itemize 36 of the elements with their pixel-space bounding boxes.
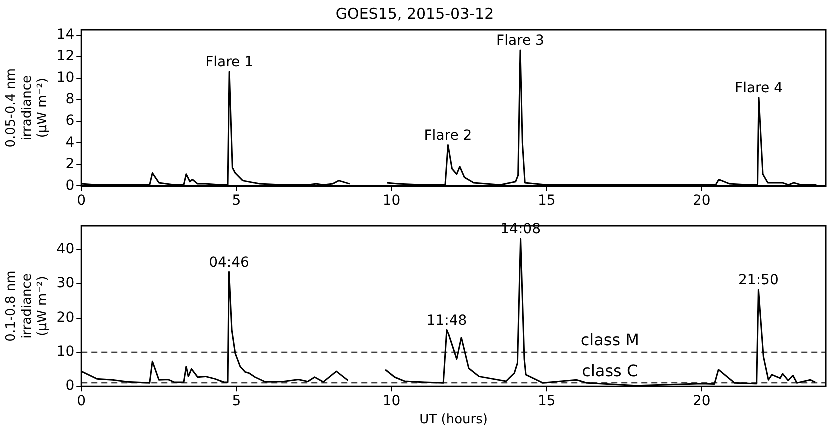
x-tick-label: 20: [693, 193, 711, 210]
ref-line-label: class M: [580, 330, 640, 350]
x-axis-title: UT (hours): [420, 412, 488, 428]
annotation: 11:48: [426, 312, 468, 329]
x-tick-label: 5: [232, 193, 242, 210]
annotation: Flare 4: [735, 80, 784, 97]
y-tick-label: 30: [56, 276, 75, 292]
annotation: Flare 1: [206, 54, 254, 71]
annotation: 21:50: [738, 272, 779, 289]
y-axis-title: 0.1-0.8 nm irradiance (μW m⁻²): [4, 270, 50, 342]
x-tick-label: 5: [232, 394, 242, 410]
x-tick-label: 0: [77, 193, 86, 210]
y-tick-label: 8: [66, 92, 75, 108]
y-tick-label: 2: [66, 156, 75, 172]
annotation: Flare 2: [424, 128, 472, 144]
y-tick-label: 14: [56, 27, 75, 44]
y-tick-label: 10: [56, 344, 75, 360]
chart-title: GOES15, 2015-03-12: [336, 4, 494, 23]
y-axis-title: 0.05-0.4 nm irradiance (μW m⁻²): [4, 68, 50, 148]
x-tick-label: 20: [693, 394, 711, 410]
y-tick-label: 4: [66, 134, 75, 151]
y-tick-label: 0: [66, 378, 75, 394]
x-tick-label: 0: [77, 394, 86, 410]
y-tick-label: 6: [66, 113, 75, 130]
annotation: 04:46: [209, 254, 250, 271]
ref-line-label: class C: [582, 361, 638, 380]
y-tick-label: 10: [56, 70, 75, 86]
x-tick-label: 15: [538, 193, 556, 210]
x-tick-label: 10: [382, 394, 401, 410]
x-tick-label: 15: [538, 394, 556, 410]
annotation: Flare 3: [496, 33, 544, 50]
x-tick-label: 10: [382, 193, 401, 210]
y-tick-label: 40: [56, 242, 75, 258]
y-tick-label: 20: [56, 310, 75, 326]
y-tick-label: 12: [56, 48, 75, 65]
y-tick-label: 0: [66, 178, 75, 194]
